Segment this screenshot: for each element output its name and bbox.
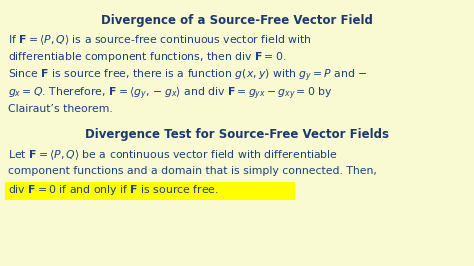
Text: Clairaut’s theorem.: Clairaut’s theorem. xyxy=(8,104,113,114)
Text: div $\mathbf{F} = 0$ if and only if $\mathbf{F}$ is source free.: div $\mathbf{F} = 0$ if and only if $\ma… xyxy=(8,183,219,197)
Text: component functions and a domain that is simply connected. Then,: component functions and a domain that is… xyxy=(8,166,377,176)
Text: If $\mathbf{F} = \langle P, Q\rangle$ is a source-free continuous vector field w: If $\mathbf{F} = \langle P, Q\rangle$ is… xyxy=(8,33,312,47)
Text: Let $\mathbf{F} = \langle P, Q\rangle$ be a continuous vector field with differe: Let $\mathbf{F} = \langle P, Q\rangle$ b… xyxy=(8,148,338,161)
FancyBboxPatch shape xyxy=(5,182,295,200)
Text: Divergence of a Source-Free Vector Field: Divergence of a Source-Free Vector Field xyxy=(101,14,373,27)
Text: differentiable component functions, then div $\mathbf{F} = 0$.: differentiable component functions, then… xyxy=(8,50,286,64)
Text: Divergence Test for Source-Free Vector Fields: Divergence Test for Source-Free Vector F… xyxy=(85,128,389,141)
Text: Since $\mathbf{F}$ is source free, there is a function $g(x,y)$ with $g_y = P$ a: Since $\mathbf{F}$ is source free, there… xyxy=(8,68,368,84)
Text: $g_x = Q$. Therefore, $\mathbf{F} = \langle g_y, -g_x\rangle$ and div $\mathbf{F: $g_x = Q$. Therefore, $\mathbf{F} = \lan… xyxy=(8,86,333,102)
